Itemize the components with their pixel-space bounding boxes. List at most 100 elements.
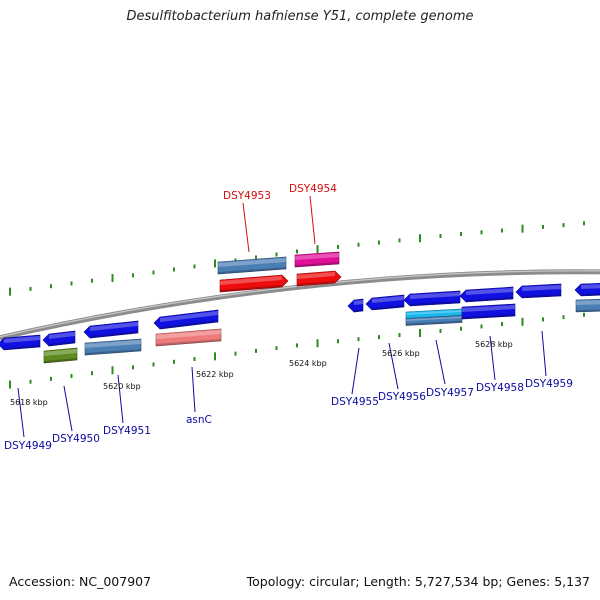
- outer-tick: [316, 245, 319, 254]
- inner-tick: [439, 328, 442, 333]
- leader-line: [309, 195, 316, 245]
- inner-tick: [357, 337, 360, 342]
- inner-tick: [255, 348, 257, 353]
- dsy4953-feature: [219, 274, 289, 293]
- kbp-label: 5624 kbp: [289, 359, 327, 368]
- outer-tick: [439, 234, 442, 239]
- accession-text: Accession: NC_007907: [9, 574, 152, 589]
- inner-tick: [91, 371, 93, 376]
- dsy4954-feature: [296, 270, 342, 287]
- inner-tick: [234, 351, 237, 356]
- gene-label-dsy4953[interactable]: DSY4953: [223, 190, 271, 202]
- tick-marks-inner: [9, 312, 585, 389]
- outer-tick: [419, 234, 421, 243]
- dsy4956-feature: [365, 294, 405, 311]
- gene-label-asnc[interactable]: asnC: [186, 414, 212, 426]
- inner-tick: [378, 335, 380, 340]
- kbp-label: 5620 kbp: [103, 382, 141, 391]
- inner-tick: [521, 317, 524, 326]
- leader-line: [63, 385, 73, 432]
- dsy4951-feature: [83, 320, 139, 339]
- dsy4950-feature-olive: [43, 347, 78, 364]
- outer-tick: [337, 244, 339, 249]
- outer-tick: [542, 224, 544, 229]
- inner-tick: [50, 376, 52, 381]
- inner-tick: [398, 333, 401, 338]
- label-leader-lines: [17, 195, 547, 438]
- kbp-label: 5628 kbp: [475, 340, 513, 349]
- outer-tick: [50, 284, 52, 289]
- outer-tick: [9, 287, 11, 296]
- outer-tick: [398, 238, 401, 243]
- genome-summary-text: Topology: circular; Length: 5,727,534 bp…: [246, 574, 590, 589]
- inner-tick: [501, 322, 503, 327]
- leader-line: [435, 339, 446, 385]
- inner-tick: [275, 346, 278, 351]
- inner-tick: [111, 366, 114, 375]
- gene-features: [0, 251, 600, 364]
- gene-label-dsy4951[interactable]: DSY4951: [103, 425, 151, 437]
- outer-tick: [501, 228, 503, 233]
- inner-tick: [193, 357, 196, 362]
- outer-tick: [111, 274, 114, 282]
- inner-tick: [460, 326, 462, 331]
- gene-label-dsy4959[interactable]: DSY4959: [525, 378, 573, 390]
- outer-tick: [562, 223, 565, 228]
- dsy4954-feature-magenta: [294, 251, 340, 268]
- inner-tick: [173, 359, 175, 364]
- outer-tick: [173, 267, 175, 272]
- kbp-scale-labels: 5618 kbp 5620 kbp 5622 kbp 5624 kbp 5626 kbp…: [10, 340, 513, 407]
- outer-tick: [214, 259, 216, 268]
- gene-label-dsy4958[interactable]: DSY4958: [476, 382, 524, 394]
- leader-line: [17, 387, 25, 438]
- dsy4950-feature: [42, 330, 76, 347]
- next-feature: [574, 282, 600, 297]
- inner-tick: [29, 379, 32, 384]
- gene-label-dsy4949[interactable]: DSY4949: [4, 440, 52, 452]
- outer-tick: [275, 252, 278, 257]
- map-title: Desulfitobacterium hafniense Y51, comple…: [126, 9, 474, 24]
- outer-tick: [521, 224, 524, 233]
- inner-tick: [9, 380, 11, 389]
- inner-tick: [542, 317, 544, 322]
- kbp-label: 5622 kbp: [196, 370, 234, 379]
- inner-tick: [152, 362, 155, 367]
- leader-line: [541, 330, 547, 377]
- leader-line: [242, 202, 250, 253]
- gene-label-dsy4957[interactable]: DSY4957: [426, 387, 474, 399]
- dsy4959-feature: [515, 283, 562, 299]
- inner-tick: [583, 312, 585, 317]
- dsy4957-feature: [403, 290, 461, 307]
- genome-backbone: [0, 269, 600, 341]
- dsy4951-feature-steel: [84, 338, 142, 356]
- outer-tick: [29, 286, 32, 291]
- outer-tick: [296, 249, 298, 254]
- inner-tick: [419, 329, 421, 337]
- outer-tick: [357, 242, 360, 247]
- outer-tick: [193, 264, 196, 269]
- dsy4958-feature: [459, 286, 514, 303]
- inner-tick: [132, 365, 134, 370]
- outer-tick: [70, 281, 73, 286]
- kbp-label: 5618 kbp: [10, 398, 48, 407]
- inner-tick: [337, 339, 339, 344]
- dsy4958-feature-lower: [461, 303, 516, 320]
- dsy4953-feature-steel: [217, 256, 287, 275]
- outer-tick: [480, 230, 483, 235]
- leader-line: [388, 342, 399, 390]
- gene-label-dsy4950[interactable]: DSY4950: [52, 433, 100, 445]
- leader-line: [351, 347, 360, 395]
- outer-tick: [91, 278, 93, 283]
- dsy4949-feature: [0, 334, 41, 351]
- inner-tick: [562, 315, 565, 320]
- gene-label-dsy4955[interactable]: DSY4955: [331, 396, 379, 408]
- gene-label-dsy4954[interactable]: DSY4954: [289, 183, 337, 195]
- inner-tick: [214, 352, 216, 361]
- dsy4955-feature: [347, 298, 364, 313]
- asnc-feature: [153, 309, 219, 330]
- inner-tick: [70, 373, 73, 378]
- gene-label-dsy4956[interactable]: DSY4956: [378, 391, 426, 403]
- next-feature-steel: [575, 298, 600, 313]
